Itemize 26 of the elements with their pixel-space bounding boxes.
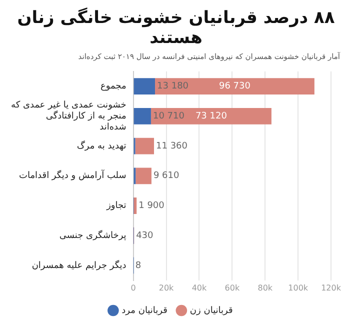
data-label: 430 — [136, 230, 154, 241]
y-tick-label: دیگر جرایم علیه همسران — [32, 258, 126, 271]
data-label: 9 610 — [153, 171, 180, 182]
x-tick-label: 40k — [192, 283, 207, 292]
x-tick-label: 20k — [158, 283, 174, 292]
data-label: 13 180 — [157, 82, 189, 92]
chart-title: ۸۸ درصد قربانیان خشونت خانگی زنان هستند — [16, 8, 336, 48]
data-label: 10 710 — [152, 112, 185, 122]
data-label: 73 120 — [195, 112, 228, 122]
data-label: 96 730 — [218, 82, 251, 92]
x-tick-label: 120k — [321, 283, 342, 292]
y-tick-label: تجاوز — [106, 201, 127, 212]
x-tick-label: 100k — [288, 283, 308, 292]
data-label: 1 900 — [138, 201, 165, 212]
y-tick-label: مجموع — [100, 82, 126, 92]
x-tick-label: 80k — [258, 283, 273, 292]
data-label: 8 — [135, 260, 142, 271]
y-tick-label: پرخاشگری جنسی — [59, 228, 127, 241]
data-label: 11 360 — [156, 141, 188, 152]
x-tick-label: 0 — [130, 283, 136, 292]
y-tick-label: تهدید به مرگ — [76, 139, 127, 152]
legend-label: قربانیان مرد — [122, 306, 168, 316]
y-tick-label: خشونت عمدی یا غیر عمدی که منجر به از کارافتادگی شده‌اند — [10, 100, 126, 132]
legend-label: قربانیان زن — [190, 306, 233, 316]
x-tick-label: 60k — [224, 283, 240, 292]
y-tick-label: سلب آرامش و دیگر اقدامات — [19, 169, 126, 182]
